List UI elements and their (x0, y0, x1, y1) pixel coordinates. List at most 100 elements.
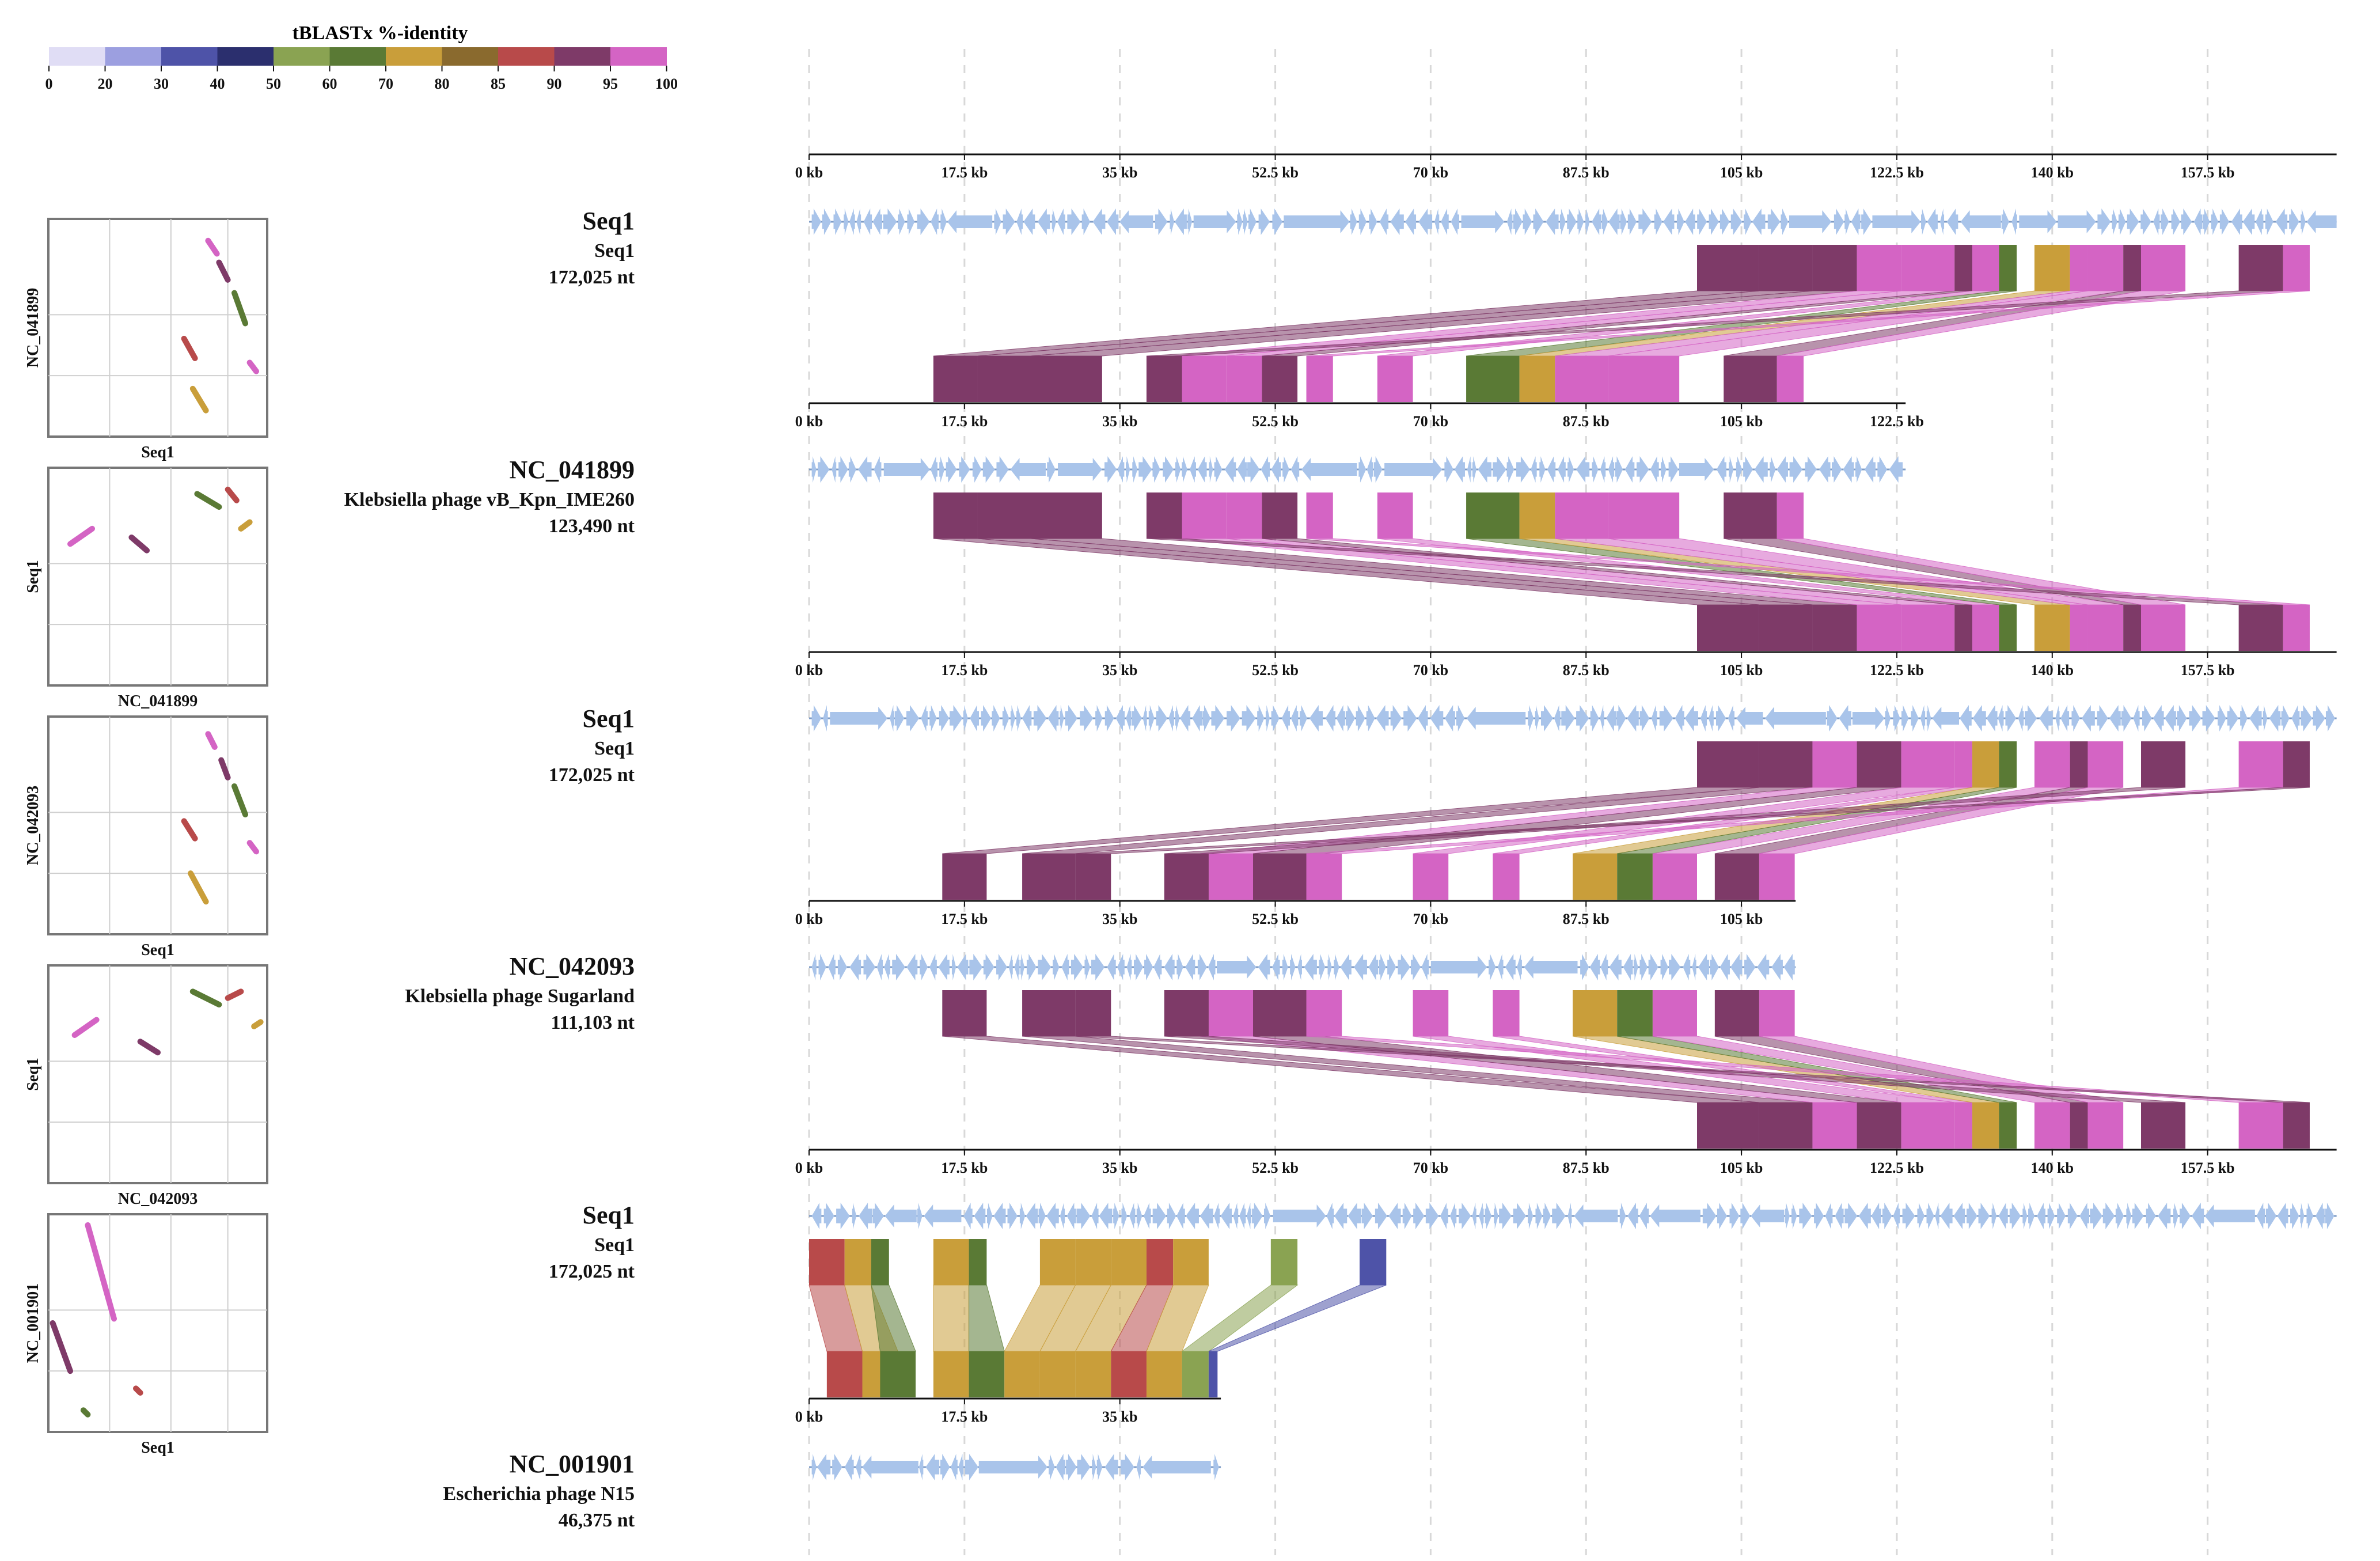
gene-arrow (2171, 209, 2180, 235)
axis-tick-label: 140 kb (2031, 1160, 2074, 1176)
dotplot-frame (47, 1213, 268, 1433)
gene-arrow (1616, 705, 1626, 732)
gene-arrow (2158, 1203, 2171, 1229)
gene-arrow (1675, 705, 1684, 732)
gene-arrow (2249, 705, 2262, 732)
gene-arrow (924, 1204, 962, 1227)
gene-arrow (2281, 705, 2290, 732)
gene-arrow (2132, 1203, 2144, 1229)
gene-arrow (1535, 705, 1539, 732)
gene-arrow (1120, 1454, 1134, 1480)
gene-arrow (1273, 1204, 1326, 1227)
gene-arrow (1777, 456, 1788, 483)
gene-arrow (1893, 705, 1900, 732)
homology-block (1466, 492, 1520, 539)
gene-arrow (2242, 209, 2255, 235)
axis-tick-label: 17.5 kb (941, 911, 988, 927)
dotplot-segment (218, 757, 231, 780)
dotplot-frame (47, 715, 268, 935)
gene-arrow (1014, 954, 1020, 980)
gene-arrow (1417, 705, 1428, 732)
gene-arrow (1633, 954, 1638, 980)
gene-arrow (1528, 705, 1534, 732)
genome-id-label: NC_001901 (509, 1450, 635, 1478)
gene-arrow (1882, 1203, 1892, 1229)
gene-arrow (2022, 1203, 2028, 1229)
gene-arrow (1104, 1454, 1118, 1480)
gene-arrow (1214, 456, 1223, 483)
axis-tick-label: 140 kb (2031, 662, 2074, 679)
gene-arrow (2097, 209, 2111, 235)
gene-arrow (1700, 705, 1707, 732)
gene-arrow (1132, 456, 1138, 483)
gene-arrow (2189, 705, 2201, 732)
gene-arrow (951, 954, 956, 980)
gene-arrow (1356, 705, 1365, 732)
dotplot-frame (47, 467, 268, 687)
homology-block (1972, 741, 1999, 787)
gene-arrow (917, 209, 930, 235)
gene-arrow (1052, 209, 1056, 235)
dotplot-segment (194, 491, 222, 510)
gene-arrow (906, 705, 920, 732)
gene-arrow (2173, 1203, 2178, 1229)
gene-arrow (1008, 954, 1013, 980)
homology-block (2123, 605, 2141, 651)
gene-arrow (1600, 456, 1606, 483)
gene-arrow (986, 1203, 993, 1229)
gene-arrow (1129, 1203, 1136, 1229)
gene-arrow (1182, 456, 1187, 483)
gene-arrow (1117, 456, 1125, 483)
gene-arrow (1785, 1203, 1790, 1229)
gene-arrow (822, 209, 832, 235)
gene-arrow (2079, 1203, 2089, 1229)
gene-arrow (1092, 1454, 1096, 1480)
homology-block (1697, 245, 1759, 291)
homology-block (2238, 245, 2283, 291)
gene-arrow (1639, 1203, 1649, 1229)
gene-arrow (2025, 705, 2037, 732)
homology-block (1999, 1102, 2017, 1149)
gene-arrow (1601, 209, 1608, 235)
homology-block (2070, 245, 2088, 291)
gene-arrow (996, 954, 1008, 980)
legend-swatch (274, 47, 330, 66)
gene-arrow (2180, 1203, 2191, 1229)
homology-block (1724, 492, 1777, 539)
gene-arrow (1186, 1203, 1199, 1229)
gene-arrow (2289, 209, 2299, 235)
gene-arrow (2256, 1203, 2265, 1229)
gene-arrow (1967, 1203, 1977, 1229)
gene-arrow (996, 456, 1009, 483)
dotplot-panel: NC_041899 Seq1 (24, 218, 268, 461)
homology-block (1306, 356, 1333, 402)
homology-block (1146, 1239, 1174, 1285)
legend-swatch (161, 47, 218, 66)
axis-tick-label: 35 kb (1102, 413, 1137, 430)
dotplot-segment (188, 870, 209, 905)
gene-arrow (2121, 705, 2132, 732)
gene-arrow (1430, 956, 1487, 979)
homology-block (1972, 605, 1999, 651)
gene-arrow (2109, 705, 2121, 732)
gene-arrow (1152, 1203, 1167, 1229)
gene-arrow (872, 209, 882, 235)
gene-arrow (1144, 954, 1153, 980)
homology-block (1111, 1351, 1147, 1397)
gene-arrow (2191, 1203, 2204, 1229)
gene-arrow (1715, 705, 1726, 732)
gene-arrow (1265, 705, 1270, 732)
gene-arrow (1319, 954, 1326, 980)
gene-arrow (1472, 1203, 1476, 1229)
gene-arrow (918, 1454, 924, 1480)
gene-arrow (1309, 705, 1323, 732)
homology-block (1226, 356, 1262, 402)
gene-arrow (1781, 209, 1789, 235)
homology-block (2238, 605, 2283, 651)
gene-arrow (1224, 456, 1236, 483)
homology-block (942, 990, 987, 1036)
gene-arrow (1697, 209, 1707, 235)
gene-arrow (1418, 209, 1433, 235)
gene-arrow (1663, 209, 1675, 235)
gene-arrow (970, 705, 979, 732)
